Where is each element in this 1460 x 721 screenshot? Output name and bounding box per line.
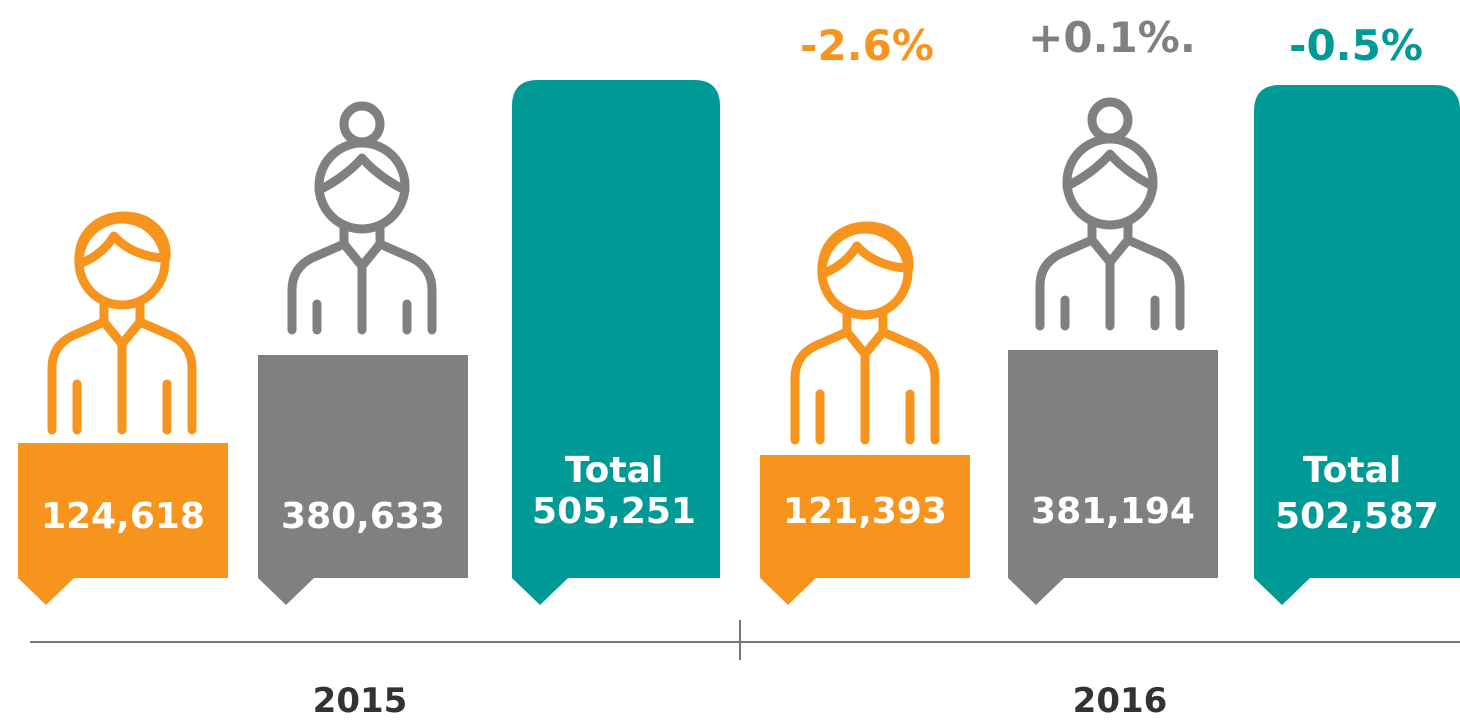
female-icon	[1040, 102, 1180, 326]
male-value: 121,393	[783, 491, 947, 532]
total-value: 502,587	[1275, 496, 1439, 537]
male-value: 124,618	[41, 496, 205, 537]
male-icon	[52, 216, 192, 430]
total-change: -0.5%	[1289, 21, 1423, 70]
year-label: 2016	[1073, 681, 1168, 721]
female-value: 380,633	[281, 496, 445, 537]
female-bar	[258, 355, 468, 605]
male-bar	[760, 455, 970, 605]
female-bar	[1008, 350, 1218, 605]
total-bar	[512, 80, 720, 605]
total-label: Total	[565, 450, 663, 491]
female-value: 381,194	[1031, 491, 1195, 532]
male-bar	[18, 443, 228, 605]
male-icon	[795, 226, 935, 440]
male-change: -2.6%	[800, 21, 934, 70]
female-icon	[292, 106, 432, 330]
female-change: +0.1%.	[1028, 13, 1196, 62]
total-label: Total	[1303, 450, 1401, 491]
total-bar	[1254, 85, 1460, 605]
total-value: 505,251	[532, 491, 696, 532]
year-label: 2015	[313, 681, 408, 721]
